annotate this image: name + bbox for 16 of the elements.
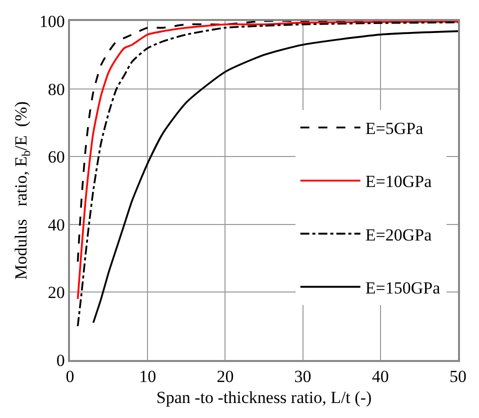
y-tick-label: 60 bbox=[48, 148, 65, 167]
x-tick-label: 40 bbox=[372, 367, 389, 386]
y-tick-label: 0 bbox=[56, 350, 65, 370]
x-tick-label: 50 bbox=[450, 367, 466, 386]
legend-label: E=10GPa bbox=[365, 172, 432, 192]
y-tick-label: 20 bbox=[48, 283, 65, 302]
x-tick-label: 30 bbox=[294, 367, 312, 386]
y-tick-label: 100 bbox=[39, 12, 65, 31]
x-tick-label: 10 bbox=[139, 367, 156, 386]
y-tick-label: 40 bbox=[48, 215, 65, 234]
y-tick-label: 80 bbox=[48, 80, 65, 99]
legend-label: E=150GPa bbox=[365, 278, 441, 298]
legend-label: E=20GPa bbox=[365, 225, 432, 244]
legend-label: E=5GPa bbox=[365, 119, 424, 138]
x-axis-title: Span -to -thickness ratio, L/t (-) bbox=[156, 388, 372, 408]
x-tick-label: 20 bbox=[216, 367, 234, 386]
